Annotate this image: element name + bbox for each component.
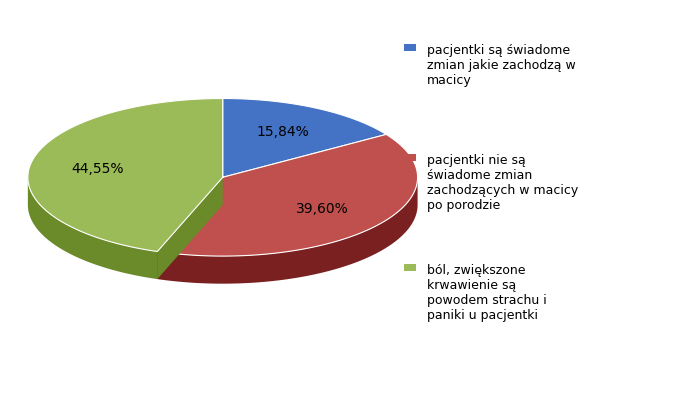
Polygon shape: [157, 177, 223, 279]
Text: 44,55%: 44,55%: [72, 162, 124, 176]
Text: ból, zwiększone
krwawienie są
powodem strachu i
paniki u pacjentki: ból, zwiększone krwawienie są powodem st…: [427, 264, 546, 322]
Bar: [404, 154, 416, 161]
Polygon shape: [157, 178, 418, 284]
Polygon shape: [157, 177, 223, 279]
Text: 39,60%: 39,60%: [296, 202, 349, 216]
Polygon shape: [28, 98, 223, 251]
Polygon shape: [157, 134, 418, 256]
Polygon shape: [28, 178, 157, 279]
Bar: [404, 264, 416, 271]
Text: 15,84%: 15,84%: [257, 125, 310, 139]
Text: pacjentki są świadome
zmian jakie zachodzą w
macicy: pacjentki są świadome zmian jakie zachod…: [427, 44, 576, 87]
Bar: [404, 44, 416, 51]
Polygon shape: [223, 98, 386, 177]
Text: pacjentki nie są
świadome zmian
zachodzących w macicy
po porodzie: pacjentki nie są świadome zmian zachodzą…: [427, 154, 578, 212]
